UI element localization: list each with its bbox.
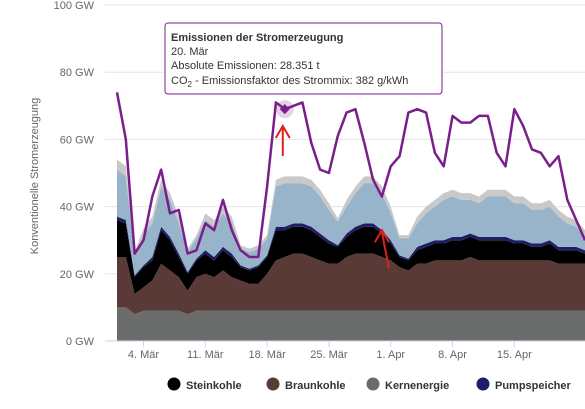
legend-item-steinkohle[interactable]: Steinkohle [167,377,242,393]
hover-point [279,104,290,115]
y-tick-label: 0 GW [66,336,95,348]
y-tick-label: 100 GW [54,0,95,12]
annotation-arrow-head [274,123,291,139]
x-axis: 4. Mär 11. Mär 18. Mär 25. Mär 1. Apr 8. Apr 1… [105,340,585,361]
x-tick-label: 4. Mär [128,349,160,361]
x-tick-label: 11. Mär [187,349,224,361]
annotation-arrow-shaft [380,231,390,269]
tooltip: Emissionen der Stromerzeugung 20. Mär Ab… [164,22,443,95]
legend-marker [266,377,280,391]
tooltip-title: Emissionen der Stromerzeugung [171,32,343,44]
tooltip-co2-suffix: - Emissionsfaktor des Strommix: 382 g/kW… [192,75,408,87]
legend-label: Pumpspeicher [495,380,572,392]
tooltip-co2-sub: 2 [188,80,193,89]
legend: Steinkohle Braunkohle Kernenergie Pumpspeic… [167,377,572,393]
tooltip-co2: CO2 - Emissionsfaktor des Strommix: 382 … [171,75,408,89]
legend-marker [476,377,490,391]
y-axis: 0 GW 20 GW 40 GW 60 GW 80 GW 100 GW [54,0,95,348]
x-tick-label: 15. Apr [497,349,532,361]
legend-label: Steinkohle [186,380,242,392]
area-kernenergie [117,307,585,341]
y-tick-label: 40 GW [60,202,95,214]
y-axis-label: Konventionelle Stromerzeugung [29,98,41,255]
legend-item-kernenergie[interactable]: Kernenergie [366,377,450,393]
y-tick-label: 80 GW [60,67,95,79]
area-steinkohle [117,220,585,294]
tooltip-absolute: Absolute Emissionen: 28.351 t [171,60,320,72]
y-tick-label: 60 GW [60,134,95,146]
annotation-arrow-head [374,228,390,243]
area-braunkohle [117,253,585,315]
legend-marker [167,377,181,391]
stacked-areas [117,159,585,341]
annotations [274,123,390,269]
tooltip-date: 20. Mär [171,46,209,58]
legend-item-braunkohle[interactable]: Braunkohle [266,377,346,393]
legend-label: Kernenergie [385,380,449,392]
y-tick-label: 20 GW [60,269,95,281]
tooltip-co2-prefix: CO [171,75,188,87]
x-tick-label: 1. Apr [376,349,405,361]
legend-label: Braunkohle [285,380,346,392]
x-tick-label: 8. Apr [438,349,467,361]
x-tick-label: 18. Mär [248,349,286,361]
tooltip-box [164,22,443,95]
area-erdgas [117,169,585,276]
legend-marker [366,377,380,391]
emissions-line [115,92,585,259]
line-emissionen [115,92,585,259]
legend-item-pumpspeicher[interactable]: Pumpspeicher [476,377,572,393]
x-tick-label: 25. Mär [310,349,348,361]
